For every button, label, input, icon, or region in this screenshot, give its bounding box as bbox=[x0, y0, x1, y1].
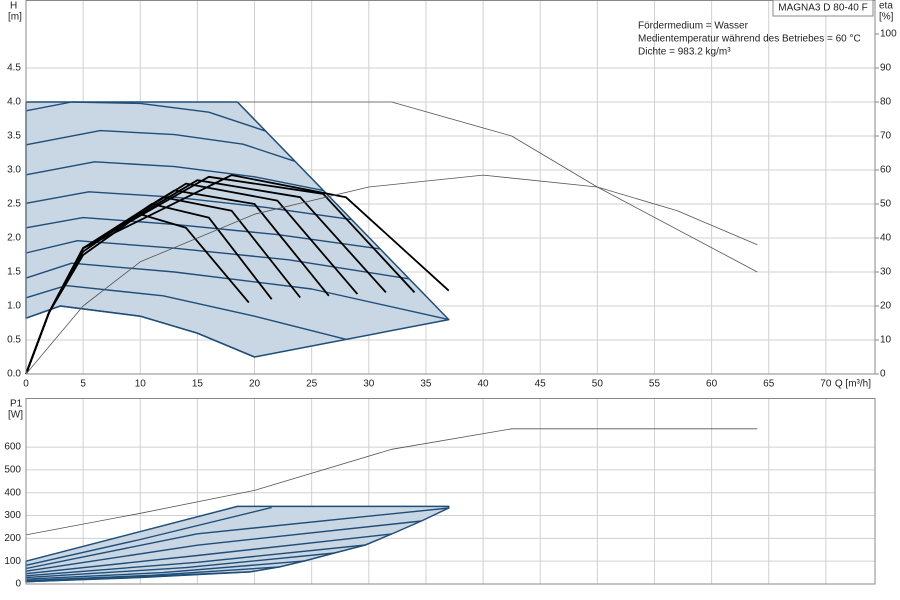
medium-note: Dichte = 983.2 kg/m³ bbox=[638, 47, 731, 58]
y2-tick-label: 50 bbox=[880, 199, 892, 210]
y2-tick-label: 10 bbox=[880, 335, 892, 346]
y-tick-label: 0.0 bbox=[7, 369, 21, 380]
model-box bbox=[772, 0, 874, 17]
curve bbox=[25, 507, 449, 570]
y-tick-label: 4.5 bbox=[7, 63, 21, 74]
curve bbox=[25, 533, 392, 575]
y2-axis-unit: [%] bbox=[879, 12, 894, 23]
x-tick-label: 35 bbox=[420, 379, 432, 390]
model-label: MAGNA3 D 80-40 F bbox=[778, 3, 867, 14]
efficiency-curve bbox=[25, 174, 758, 375]
plot-layer: 0 5 10 15 20 25 30 35 40 45 50 55 60 65 70 0.0 0.5 1.0 1.5… bbox=[4, 0, 897, 590]
curve bbox=[25, 552, 335, 579]
x-tick-label: 15 bbox=[192, 379, 204, 390]
y-tick-label: 4.0 bbox=[7, 97, 21, 108]
y-axis-unit: [W] bbox=[8, 410, 23, 421]
y-tick-label: 2.0 bbox=[7, 233, 21, 244]
curve bbox=[25, 428, 758, 536]
y-tick-label: 3.0 bbox=[7, 165, 21, 176]
y2-axis-title: eta bbox=[879, 1, 893, 12]
y2-tick-label: 70 bbox=[880, 131, 892, 142]
curve bbox=[25, 284, 347, 340]
curve bbox=[25, 566, 280, 582]
y2-tick-label: 80 bbox=[880, 97, 892, 108]
y-tick-label: 600 bbox=[4, 442, 21, 453]
x-tick-label: 65 bbox=[763, 379, 775, 390]
x-tick-label: 30 bbox=[363, 379, 375, 390]
medium-note: Medientemperatur während des Betriebes =… bbox=[638, 34, 861, 45]
y2-tick-label: 20 bbox=[880, 301, 892, 312]
y2-tick-label: 40 bbox=[880, 233, 892, 244]
efficiency-curve bbox=[25, 174, 450, 375]
y2-tick-label: 60 bbox=[880, 165, 892, 176]
y-tick-label: 300 bbox=[4, 510, 21, 521]
x-tick-label: 70 bbox=[820, 379, 832, 390]
plot-frame bbox=[25, 0, 876, 375]
y-tick-label: 3.5 bbox=[7, 131, 21, 142]
y2-tick-label: 90 bbox=[880, 63, 892, 74]
medium-note: Fördermedium = Wasser bbox=[638, 21, 749, 32]
curve bbox=[25, 262, 449, 321]
curve bbox=[25, 544, 366, 577]
y-tick-label: 2.5 bbox=[7, 199, 21, 210]
x-tick-label: 60 bbox=[706, 379, 718, 390]
curve bbox=[25, 520, 422, 572]
x-tick-label: 50 bbox=[592, 379, 604, 390]
y2-tick-label: 100 bbox=[880, 29, 897, 40]
x-tick-label: 10 bbox=[135, 379, 147, 390]
y2-tick-label: 30 bbox=[880, 267, 892, 278]
curve bbox=[25, 101, 267, 132]
curve bbox=[25, 506, 272, 566]
y-axis-title: H bbox=[10, 1, 17, 12]
x-axis-title: Q [m³/h] bbox=[835, 379, 871, 390]
y-axis-title: P1 bbox=[10, 399, 23, 410]
plot-frame bbox=[25, 398, 876, 585]
x-tick-label: 40 bbox=[478, 379, 490, 390]
y-tick-label: 400 bbox=[4, 487, 21, 498]
x-tick-label: 0 bbox=[23, 379, 29, 390]
y2-tick-label: 0 bbox=[880, 369, 886, 380]
y-axis-unit: [m] bbox=[8, 12, 22, 23]
x-tick-label: 45 bbox=[535, 379, 547, 390]
curve bbox=[25, 239, 409, 280]
curve bbox=[25, 571, 251, 583]
curve bbox=[25, 129, 295, 162]
y-tick-label: 0 bbox=[15, 579, 21, 590]
y-tick-label: 0.5 bbox=[7, 335, 21, 346]
y-tick-label: 100 bbox=[4, 556, 21, 567]
curve bbox=[25, 560, 305, 580]
y-tick-label: 1.5 bbox=[7, 267, 21, 278]
x-tick-label: 25 bbox=[306, 379, 318, 390]
y-tick-label: 200 bbox=[4, 533, 21, 544]
x-tick-label: 55 bbox=[649, 379, 661, 390]
curve bbox=[25, 305, 255, 358]
y-tick-label: 1.0 bbox=[7, 301, 21, 312]
x-tick-label: 20 bbox=[249, 379, 261, 390]
y-tick-label: 500 bbox=[4, 465, 21, 476]
curve bbox=[25, 161, 324, 192]
curve bbox=[237, 101, 758, 273]
x-tick-label: 5 bbox=[80, 379, 86, 390]
